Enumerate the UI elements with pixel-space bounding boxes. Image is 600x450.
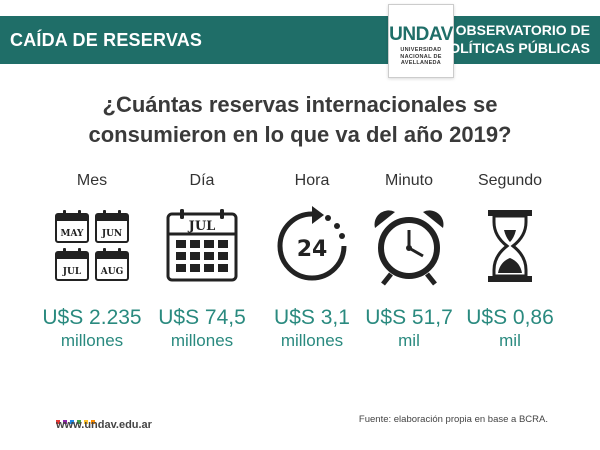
observatory-title: OBSERVATORIO DE POLÍTICAS PÚBLICAS bbox=[439, 22, 590, 56]
month-label: JUL bbox=[188, 219, 216, 234]
amount-scale: mil bbox=[499, 331, 521, 350]
color-dot bbox=[91, 420, 95, 424]
column-minute: Minuto U$S 51,7 mil bbox=[349, 172, 469, 352]
month-label: JUL bbox=[62, 267, 82, 277]
column-hour: Hora 24 U$S 3,1 millones bbox=[252, 172, 372, 352]
amount-value: U$S 74,5 bbox=[158, 306, 246, 329]
hourglass-icon bbox=[470, 206, 550, 286]
amount-value: U$S 51,7 bbox=[365, 306, 453, 329]
column-month: Mes MAY JUN JUL A bbox=[32, 172, 152, 352]
header-title: CAÍDA DE RESERVAS bbox=[10, 30, 203, 50]
unit-label: Segundo bbox=[477, 172, 543, 189]
amount-value: U$S 2.235 bbox=[42, 306, 142, 329]
color-dot bbox=[84, 420, 88, 424]
unit-label: Minuto bbox=[384, 172, 434, 189]
logo-mark: UNDAV bbox=[389, 24, 453, 45]
logo-subtitle: UNIVERSIDAD NACIONAL DE AVELLANEDA bbox=[400, 47, 442, 66]
amount-scale: mil bbox=[398, 331, 420, 350]
unit-label: Hora bbox=[294, 172, 330, 189]
calendar-day-icon: JUL bbox=[162, 206, 242, 286]
color-dot bbox=[77, 420, 81, 424]
unit-label: Mes bbox=[76, 172, 108, 189]
color-dot bbox=[70, 420, 74, 424]
month-label: MAY bbox=[61, 229, 84, 239]
column-second: Segundo U$S 0,86 mil bbox=[450, 172, 570, 352]
amount-scale: millones bbox=[60, 331, 124, 350]
month-label: AUG bbox=[100, 267, 124, 277]
calendar-grid-icon: MAY JUN JUL AUG bbox=[52, 206, 132, 286]
main-question: ¿Cuántas reservas internacionales se con… bbox=[88, 92, 512, 147]
footer-source: Fuente: elaboración propia en base a BCR… bbox=[358, 414, 548, 425]
amount-scale: millones bbox=[280, 331, 344, 350]
unit-label: Día bbox=[189, 172, 215, 189]
color-dots bbox=[56, 411, 98, 429]
undav-logo: UNDAV UNIVERSIDAD NACIONAL DE AVELLANEDA bbox=[388, 4, 454, 78]
footer-url[interactable]: www.undav.edu.ar bbox=[56, 419, 152, 431]
header-bar bbox=[0, 16, 600, 64]
color-dot bbox=[56, 420, 60, 424]
alarm-clock-icon bbox=[369, 206, 449, 286]
month-label: JUN bbox=[101, 229, 122, 239]
amount-scale: millones bbox=[170, 331, 234, 350]
amount-value: U$S 0,86 bbox=[466, 306, 554, 329]
color-dot bbox=[63, 420, 67, 424]
column-day: Día JUL U$S 74,5 millones bbox=[142, 172, 262, 352]
24-hours-icon: 24 bbox=[272, 206, 352, 286]
hours-label: 24 bbox=[297, 237, 328, 262]
amount-value: U$S 3,1 bbox=[274, 306, 350, 329]
